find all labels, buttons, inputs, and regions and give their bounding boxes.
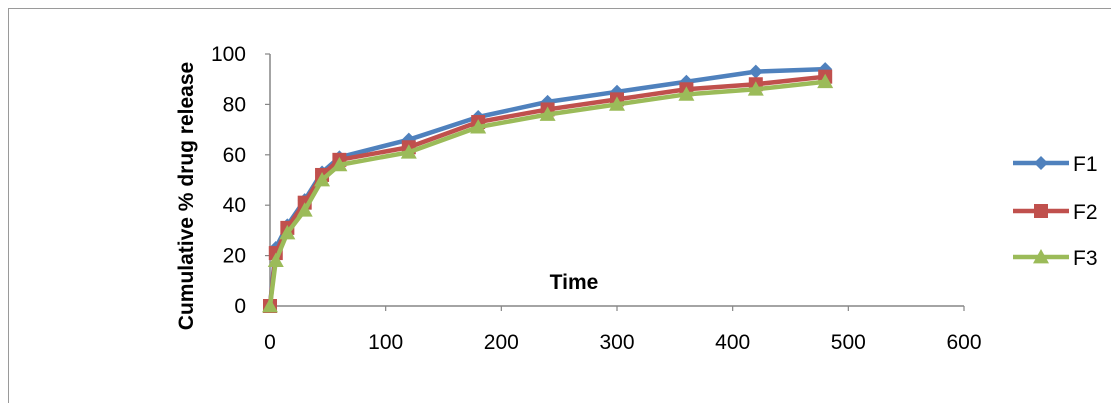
legend-marker [1033,249,1049,264]
data-point-f1 [748,64,763,79]
x-tick-label: 500 [831,331,866,354]
series-f2 [263,69,833,313]
data-point-f3 [400,144,417,159]
x-tick-label: 100 [368,331,403,354]
legend-label-f1: F1 [1073,153,1098,176]
x-tick-label: 400 [715,331,750,354]
x-tick-label: 300 [599,331,634,354]
y-tick-label: 0 [234,295,246,318]
x-tick-label: 200 [484,331,519,354]
data-point-f3 [267,252,284,268]
y-tick-label: 100 [211,43,246,66]
legend-item-f1: F1 [1013,153,1098,176]
y-tick-label: 20 [223,245,246,268]
legend: F1 F2 F3 [1013,153,1098,270]
data-point-f3 [296,202,313,217]
chart-frame [8,8,1111,403]
data-point-f3 [279,224,296,240]
legend-label-f2: F2 [1073,201,1098,224]
series-layer [262,62,834,313]
data-point-f3 [470,119,487,134]
y-axis-title: Cumulative % drug release [175,62,198,330]
legend-marker [1034,156,1048,170]
legend-label-f3: F3 [1073,247,1098,270]
legend-marker [1034,204,1048,218]
series-f3 [262,73,834,313]
y-tick-label: 40 [223,194,246,217]
data-point-f3 [331,156,348,172]
data-point-f3 [747,81,764,96]
x-tick-label: 600 [946,331,981,354]
legend-item-f2: F2 [1013,201,1098,224]
data-point-f3 [609,96,625,111]
x-tick-labels: 0 100 200 300 400 500 600 [264,306,982,354]
y-tick-label: 60 [223,144,246,167]
y-tick-label: 80 [223,93,246,116]
data-point-f3 [314,172,331,187]
series-f1 [263,62,833,313]
data-point-f3 [262,298,278,313]
x-axis-title: Time [550,271,599,294]
x-tick-label: 0 [264,331,276,354]
data-point-f3 [817,73,834,89]
y-tick-labels: 0 20 40 60 80 100 [211,43,270,318]
legend-item-f3: F3 [1013,247,1098,270]
data-point-f3 [678,86,695,101]
data-point-f3 [539,106,556,121]
